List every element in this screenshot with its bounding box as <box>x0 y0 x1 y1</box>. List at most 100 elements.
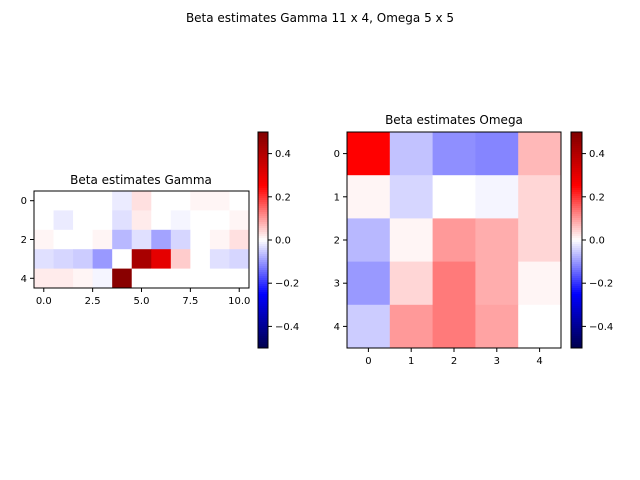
gamma-colorbar-band <box>258 318 268 321</box>
gamma-xtick-label: 2.5 <box>85 296 101 307</box>
gamma-colorbar-band <box>258 340 268 343</box>
omega-cell-r1-c2 <box>432 175 476 219</box>
gamma-cell-r1-c1 <box>53 210 74 231</box>
gamma-colorbar-band <box>258 162 268 165</box>
omega-colorbar-band <box>571 334 582 337</box>
omega-colorbar-band <box>571 272 582 275</box>
gamma-cell-r4-c0 <box>34 268 54 289</box>
gamma-colorbar-band <box>258 240 268 243</box>
gamma-colorbar-band <box>258 314 268 317</box>
gamma-colorbar-band <box>258 180 268 183</box>
omega-colorbar-band <box>571 306 582 309</box>
gamma-colorbar-band <box>258 342 268 345</box>
omega-colorbar-band <box>571 288 582 291</box>
omega-colorbar-band <box>571 246 582 249</box>
omega-colorbar-band <box>571 238 582 241</box>
gamma-colorbar-band <box>258 136 268 139</box>
omega-cell-r4-c4 <box>518 304 562 349</box>
gamma-cell-r3-c0 <box>34 249 54 269</box>
gamma-colorbar-band <box>258 206 268 209</box>
omega-colorbar-band <box>571 278 582 281</box>
gamma-colorbar-band <box>258 154 268 157</box>
gamma-cell-r2-c2 <box>73 229 94 250</box>
omega-ytick-label: 3 <box>334 279 340 290</box>
gamma-cell-r2-c9 <box>209 229 230 250</box>
gamma-colorbar-band <box>258 244 268 247</box>
omega-colorbar-band <box>571 168 582 171</box>
omega-colorbar-band <box>571 250 582 253</box>
omega-colorbar-band <box>571 248 582 251</box>
gamma-cell-r3-c3 <box>92 249 113 269</box>
omega-colorbar-tick-label: 0.4 <box>589 149 605 160</box>
gamma-cell-r1-c10 <box>229 210 250 231</box>
omega-colorbar-band <box>571 304 582 307</box>
omega-colorbar-band <box>571 162 582 165</box>
gamma-colorbar-band <box>258 316 268 319</box>
omega-colorbar-band <box>571 140 582 143</box>
omega-colorbar-band <box>571 208 582 211</box>
omega-y-axis: 0 1 2 3 4 <box>334 149 347 333</box>
omega-colorbar-band <box>571 232 582 235</box>
omega-colorbar-band <box>571 264 582 267</box>
omega-colorbar-band <box>571 290 582 293</box>
gamma-cell-r4-c8 <box>190 268 211 289</box>
gamma-colorbar-band <box>258 324 268 327</box>
gamma-colorbar-band <box>258 140 268 143</box>
omega-colorbar-band <box>571 330 582 333</box>
omega-colorbar-band <box>571 212 582 215</box>
gamma-colorbar-band <box>258 160 268 163</box>
omega-xtick-label: 1 <box>408 356 414 367</box>
gamma-colorbar-band <box>258 344 268 347</box>
omega-cell-r2-c3 <box>475 218 519 262</box>
omega-colorbar-band <box>571 132 582 135</box>
omega-colorbar-band <box>571 292 582 295</box>
gamma-cell-r1-c3 <box>92 210 113 231</box>
gamma-colorbar-band <box>258 168 268 171</box>
gamma-colorbar-band <box>258 204 268 207</box>
omega-colorbar-band <box>571 144 582 147</box>
gamma-colorbar-band <box>258 174 268 177</box>
omega-colorbar-band <box>571 216 582 219</box>
omega-colorbar-tick-label: −0.2 <box>589 279 613 290</box>
omega-ytick-label: 1 <box>334 192 340 203</box>
gamma-cell-r1-c4 <box>112 210 133 231</box>
gamma-colorbar-band <box>258 228 268 231</box>
gamma-colorbar-band <box>258 334 268 337</box>
gamma-colorbar-band <box>258 308 268 311</box>
omega-colorbar-band <box>571 134 582 137</box>
gamma-colorbar-band <box>258 214 268 217</box>
gamma-x-axis: 0.0 2.5 5.0 7.5 10.0 <box>36 288 250 307</box>
gamma-cell-r0-c2 <box>73 191 94 211</box>
omega-colorbar-band <box>571 310 582 313</box>
omega-colorbar-band <box>571 196 582 199</box>
omega-colorbar-band <box>571 274 582 277</box>
omega-colorbar-band <box>571 234 582 237</box>
gamma-colorbar-band <box>258 298 268 301</box>
omega-colorbar-band <box>571 270 582 273</box>
gamma-cell-r1-c0 <box>34 210 54 231</box>
gamma-colorbar-band <box>258 176 268 179</box>
gamma-cell-r3-c1 <box>53 249 74 269</box>
omega-colorbar-band <box>571 314 582 317</box>
omega-cell-r4-c2 <box>432 304 476 349</box>
gamma-colorbar-band <box>258 288 268 291</box>
suptitle: Beta estimates Gamma 11 x 4, Omega 5 x 5 <box>186 11 454 25</box>
gamma-colorbar-band <box>258 266 268 269</box>
gamma-cell-r4-c1 <box>53 268 74 289</box>
gamma-colorbar-band <box>258 234 268 237</box>
gamma-colorbar-band <box>258 310 268 313</box>
omega-colorbar-band <box>571 210 582 213</box>
gamma-colorbar-band <box>258 306 268 309</box>
gamma-colorbar-band <box>258 252 268 255</box>
gamma-colorbar-band <box>258 246 268 249</box>
gamma-cell-r4-c5 <box>131 268 152 289</box>
omega-colorbar-band <box>571 222 582 225</box>
omega-cell-r3-c4 <box>518 261 562 306</box>
gamma-xtick-label: 0.0 <box>36 296 52 307</box>
gamma-colorbar-band <box>258 170 268 173</box>
gamma-colorbar-band <box>258 146 268 149</box>
gamma-cell-r3-c10 <box>229 249 250 269</box>
omega-colorbar-band <box>571 262 582 265</box>
gamma-cell-r0-c8 <box>190 191 211 211</box>
omega-colorbar-band <box>571 266 582 269</box>
